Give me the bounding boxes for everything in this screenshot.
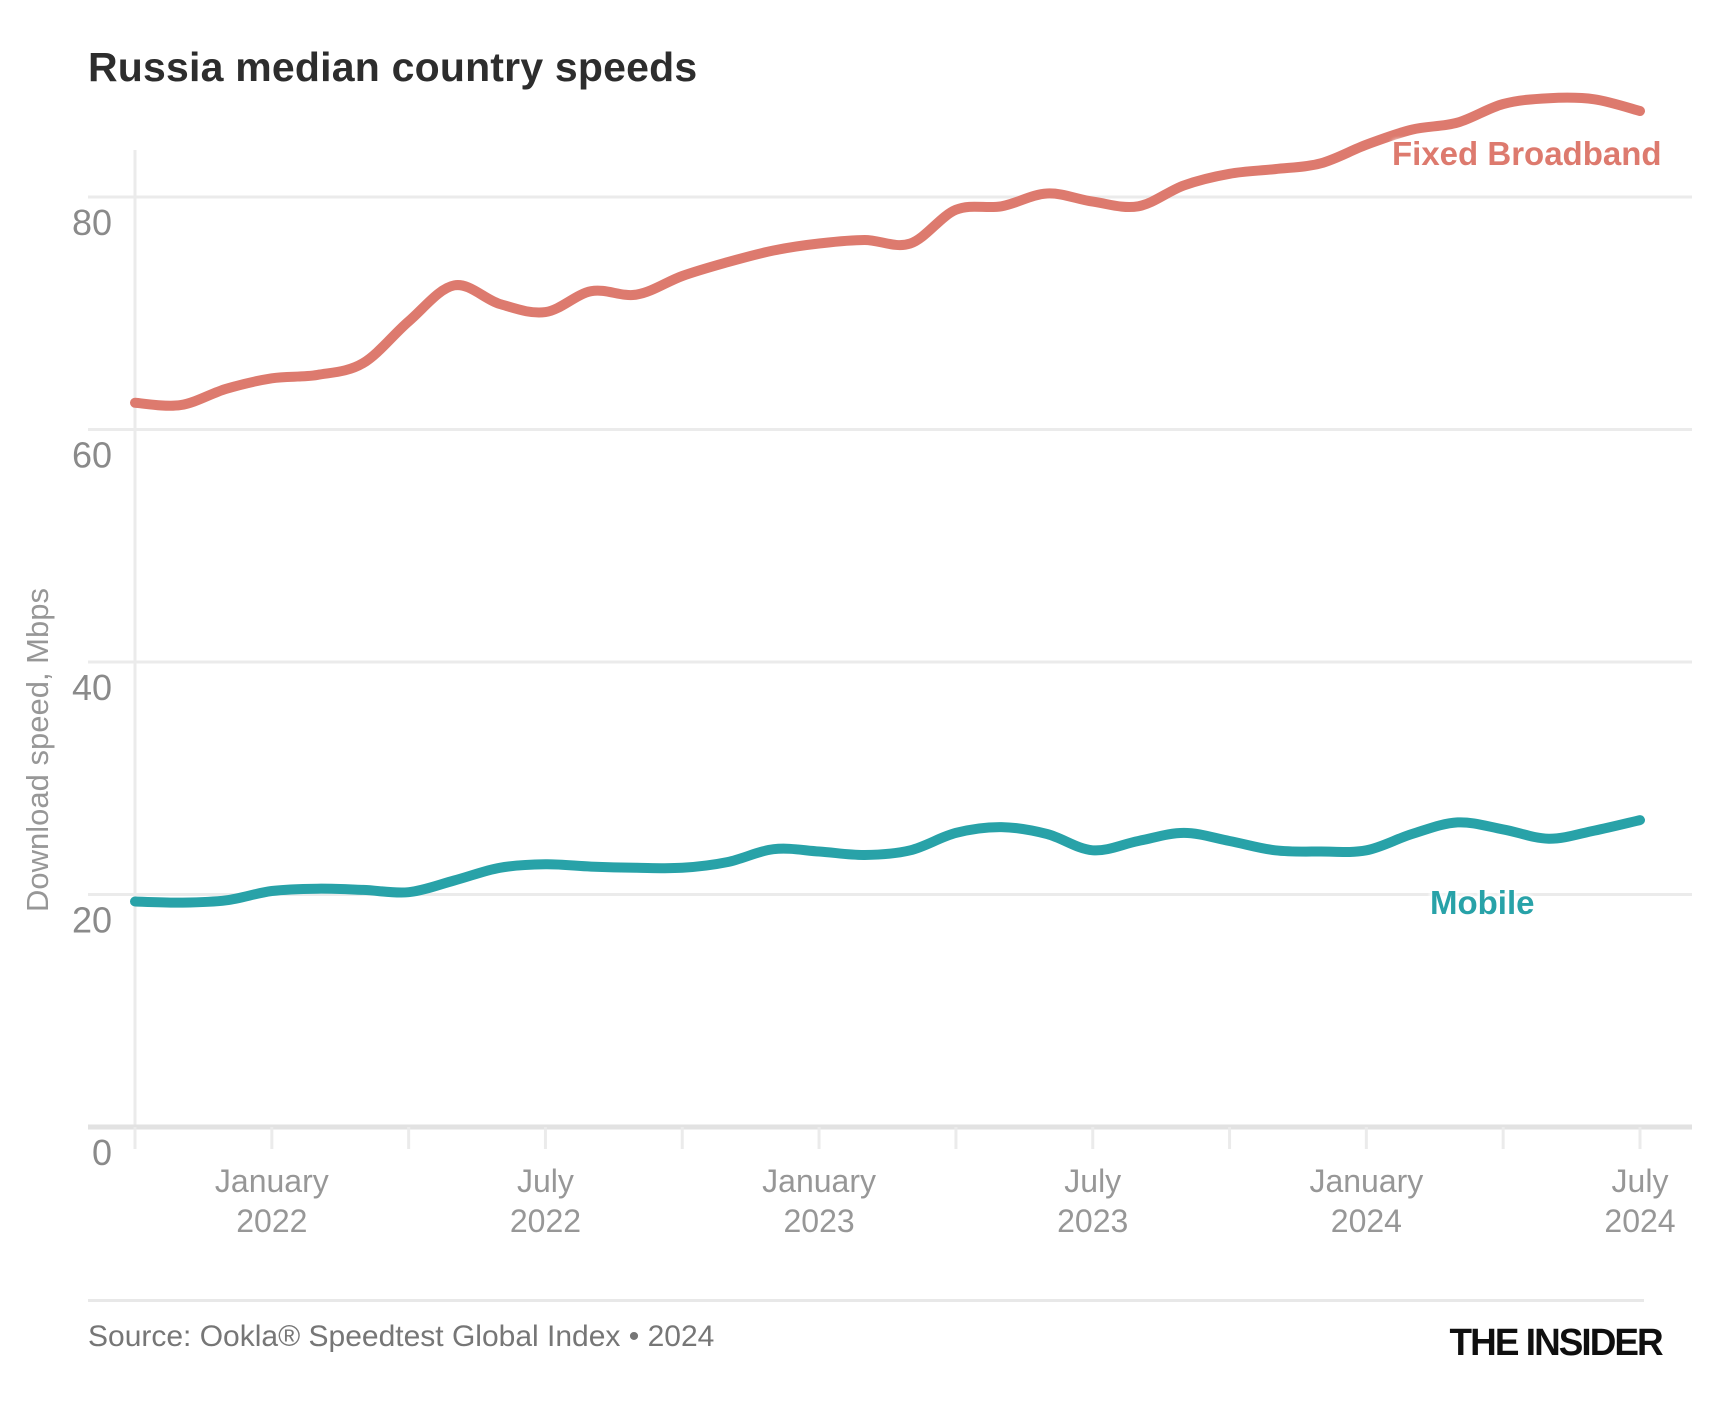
footer-divider: [88, 1299, 1644, 1302]
x-tick-label-month: July: [517, 1163, 574, 1199]
x-tick-label-year: 2023: [1057, 1203, 1128, 1239]
x-tick-label-month: January: [762, 1163, 876, 1199]
x-tick-label-month: January: [215, 1163, 329, 1199]
y-tick-label-40: 40: [72, 667, 112, 708]
the-insider-logo: THE INSIDER: [1449, 1322, 1664, 1364]
x-tick-label-year: 2024: [1604, 1203, 1675, 1239]
mobile-line: [130, 815, 1645, 908]
x-tick-label-month: July: [1064, 1163, 1121, 1199]
x-tick-label-year: 2023: [783, 1203, 854, 1239]
y-tick-label-80: 80: [72, 202, 112, 243]
x-tick-label-month: January: [1309, 1163, 1423, 1199]
series-label-fixed-broadband: Fixed Broadband: [1392, 135, 1662, 172]
y-tick-label-60: 60: [72, 435, 112, 476]
x-tick-label-year: 2022: [236, 1203, 307, 1239]
x-tick-label-month: July: [1612, 1163, 1669, 1199]
x-tick-label-year: 2024: [1331, 1203, 1402, 1239]
y-tick-label-20: 20: [72, 900, 112, 941]
x-tick-label-year: 2022: [510, 1203, 581, 1239]
fixed-broadband-line: [130, 92, 1645, 411]
y-tick-label-0: 0: [92, 1132, 112, 1173]
series-label-mobile: Mobile: [1430, 884, 1535, 921]
chart-title: Russia median country speeds: [88, 44, 698, 90]
source-credit: Source: Ookla® Speedtest Global Index • …: [88, 1320, 715, 1353]
y-axis-title: Download speed, Mbps: [20, 588, 55, 912]
